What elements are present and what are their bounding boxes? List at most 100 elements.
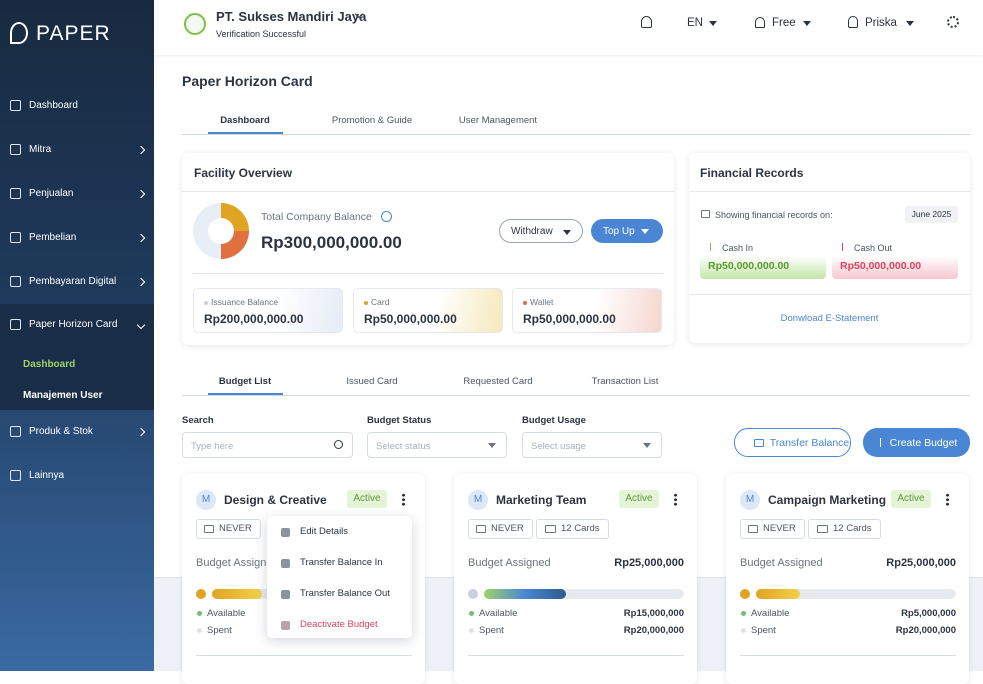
period[interactable]: June 2025	[905, 206, 958, 223]
spent-value: Rp20,000,000	[623, 625, 684, 636]
item-value: Rp50,000,000.00	[523, 312, 616, 326]
menu-item[interactable]: Pembayaran Digital	[29, 276, 117, 287]
dot	[197, 611, 202, 616]
calendar-icon	[748, 525, 758, 533]
tab[interactable]: Requested Card	[463, 376, 533, 387]
cash-value: Rp50,000,000.00	[708, 260, 790, 272]
label: Create Budget	[889, 436, 958, 449]
menu-option[interactable]: Transfer Balance Out	[300, 588, 390, 599]
menu-icon	[10, 232, 21, 243]
menu-option[interactable]: Transfer Balance In	[300, 557, 383, 568]
tab-underline	[208, 132, 283, 134]
submenu-item[interactable]: Manajemen User	[23, 390, 103, 401]
dot	[197, 628, 202, 633]
company-name[interactable]: PT. Sukses Mandiri Jaya	[216, 9, 367, 24]
plan[interactable]: Free	[772, 17, 796, 29]
arrow	[842, 243, 848, 251]
status-badge: Active	[347, 490, 387, 508]
dot	[469, 628, 474, 633]
menu-item[interactable]: Mitra	[29, 144, 52, 155]
menu-option[interactable]: Deactivate Budget	[300, 619, 378, 630]
info-icon	[381, 211, 392, 222]
balance-item: Card Rp50,000,000.00	[353, 288, 503, 333]
language[interactable]: EN	[687, 17, 703, 29]
caret	[643, 443, 651, 448]
logo-mark	[10, 22, 28, 44]
header: PT. Sukses Mandiri Jaya Verification Succ…	[154, 0, 983, 55]
menu-item[interactable]: Penjualan	[29, 188, 74, 199]
filter-input[interactable]: Select usage	[522, 432, 662, 458]
facility-card: Facility Overview Total Company Balance Rp…	[182, 153, 674, 345]
filter-label: Search	[182, 415, 214, 426]
download-link[interactable]: Donwload E-Statement	[780, 313, 879, 324]
tab[interactable]: Promotion & Guide	[331, 115, 413, 126]
spent-label: Spent	[207, 625, 232, 636]
calendar-icon	[204, 525, 214, 533]
topup-button[interactable]: Top Up	[591, 219, 663, 243]
divider	[468, 655, 684, 656]
user[interactable]: Priska	[865, 17, 897, 29]
transfer-button[interactable]: Transfer Balance	[734, 428, 851, 457]
menu-item[interactable]: Produk & Stok	[29, 426, 93, 437]
divider	[740, 655, 956, 656]
budget-name[interactable]: Marketing Team	[496, 493, 587, 507]
caret	[563, 230, 571, 235]
menu-option[interactable]: Edit Details	[300, 526, 349, 537]
balance-label: Total Company Balance	[261, 211, 372, 223]
chip: 12 Cards	[536, 519, 609, 539]
tab[interactable]: Transaction List	[591, 376, 659, 387]
dot	[469, 611, 474, 616]
cash-value: Rp50,000,000.00	[840, 260, 922, 272]
create-button[interactable]: Create Budget	[863, 428, 970, 457]
avatar: M	[740, 490, 760, 510]
budget-name[interactable]: Design & Creative	[224, 493, 327, 507]
arrow	[710, 243, 716, 251]
chip: NEVER	[468, 519, 533, 539]
search-icon	[334, 440, 343, 449]
cash-label: Cash Out	[854, 243, 893, 253]
assigned-label: Budget Assigned	[196, 557, 279, 569]
budget-name[interactable]: Campaign Marketing	[768, 493, 887, 507]
kebab[interactable]	[402, 493, 405, 506]
tab[interactable]: Issued Card	[346, 376, 398, 387]
menu-item[interactable]: Lainnya	[29, 470, 65, 481]
settings[interactable]	[947, 16, 959, 28]
tab[interactable]: Budget List	[218, 376, 272, 387]
tab[interactable]: User Management	[458, 115, 538, 126]
label: Transfer Balance	[769, 436, 850, 449]
tab[interactable]: Dashboard	[220, 115, 270, 126]
menu-item[interactable]: Paper Horizon Card	[29, 319, 118, 330]
sidebar-highlight	[0, 304, 154, 410]
menu-icon	[10, 426, 21, 437]
balance: Rp300,000,000.00	[261, 233, 402, 252]
submenu-item[interactable]: Dashboard	[23, 359, 76, 370]
available-label: Available	[207, 608, 246, 619]
tab-divider	[182, 395, 970, 396]
withdraw-button[interactable]: Withdraw	[499, 219, 583, 243]
kebab[interactable]	[946, 493, 949, 506]
filter-input[interactable]: Select status	[367, 432, 507, 458]
item-label: Card	[371, 297, 390, 307]
plus	[879, 438, 889, 447]
spent-label: Spent	[751, 625, 776, 636]
menu-icon	[10, 100, 21, 111]
menu-item[interactable]: Pembelian	[29, 232, 77, 243]
chevron	[136, 189, 146, 199]
status-icon	[196, 589, 206, 599]
avatar: M	[468, 490, 488, 510]
divider	[689, 191, 970, 192]
menu-item[interactable]: Dashboard	[29, 100, 78, 111]
calendar-icon	[701, 210, 710, 218]
balance-item: Wallet Rp50,000,000.00	[512, 288, 662, 333]
kebab[interactable]	[674, 493, 677, 506]
spent-label: Spent	[479, 625, 504, 636]
assigned-label: Budget Assigned	[468, 557, 551, 569]
available-label: Available	[479, 608, 518, 619]
menu-icon	[281, 590, 290, 599]
brand: PAPER	[36, 22, 111, 45]
page-title: Paper Horizon Card	[182, 73, 313, 89]
menu-icon	[10, 144, 21, 155]
tab-underline	[208, 393, 283, 395]
chevron	[136, 233, 146, 243]
filter-input[interactable]: Type here	[182, 432, 353, 458]
